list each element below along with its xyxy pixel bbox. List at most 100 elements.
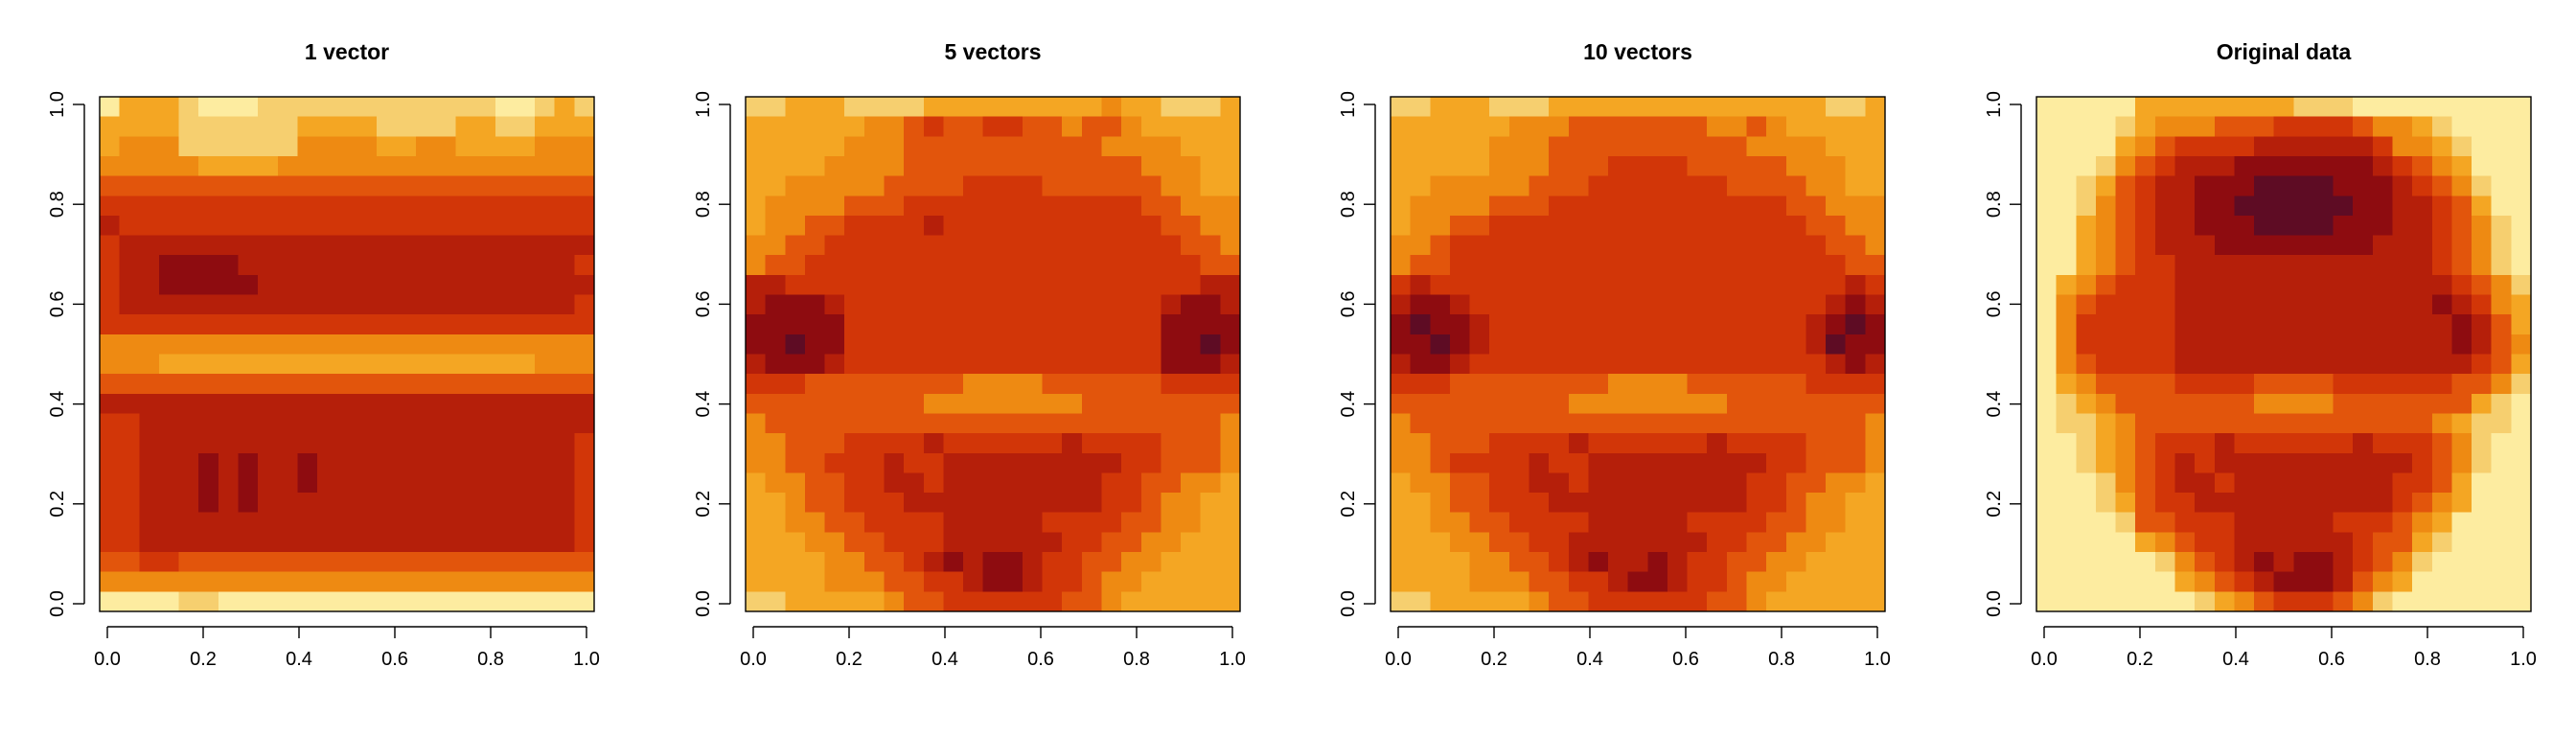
heatmap-cell xyxy=(515,433,536,454)
heatmap-cell xyxy=(1410,591,1431,612)
heatmap-cell xyxy=(336,255,357,276)
heatmap-cell xyxy=(494,512,517,533)
heatmap-cell xyxy=(574,452,595,474)
heatmap-cell xyxy=(1469,155,1490,177)
heatmap-cell xyxy=(884,97,905,118)
heatmap-cell xyxy=(139,175,160,196)
heatmap-cell xyxy=(1449,175,1471,196)
heatmap-cell xyxy=(1181,255,1202,276)
heatmap-cell xyxy=(1449,512,1471,533)
heatmap-cell xyxy=(1200,472,1221,494)
heatmap-cell xyxy=(119,571,140,592)
heatmap-cell xyxy=(515,155,536,177)
heatmap-cell xyxy=(2333,255,2354,276)
heatmap-cell xyxy=(2472,235,2493,256)
heatmap-cell xyxy=(1687,493,1708,514)
heatmap-cell xyxy=(1826,155,1847,177)
heatmap-cell xyxy=(2293,433,2314,454)
heatmap-cell xyxy=(844,552,865,573)
heatmap-cell xyxy=(1726,354,1748,375)
heatmap-cell xyxy=(1746,215,1767,237)
heatmap-cell xyxy=(2115,215,2136,237)
heatmap-cell xyxy=(1707,215,1728,237)
heatmap-cell xyxy=(2195,571,2216,592)
heatmap-cell xyxy=(1489,552,1510,573)
heatmap-cell xyxy=(765,552,786,573)
heatmap-cell xyxy=(1220,175,1241,196)
heatmap-cell xyxy=(1785,472,1807,494)
heatmap-cell xyxy=(1181,472,1202,494)
heatmap-cell xyxy=(1707,512,1728,533)
heatmap-cell xyxy=(804,571,826,592)
heatmap-cell xyxy=(1785,433,1807,454)
heatmap-cell xyxy=(2431,255,2453,276)
heatmap-cell xyxy=(2056,294,2077,315)
heatmap-cell xyxy=(2154,175,2176,196)
heatmap-cell xyxy=(2293,552,2314,573)
heatmap-cell xyxy=(765,136,786,157)
heatmap-cell xyxy=(1002,175,1024,196)
heatmap-cell xyxy=(2491,433,2512,454)
heatmap-cell xyxy=(1200,116,1221,137)
heatmap-cell xyxy=(1140,175,1162,196)
heatmap-cell xyxy=(2431,571,2453,592)
heatmap-cell xyxy=(765,354,786,375)
heatmap-cell xyxy=(1826,215,1847,237)
heatmap-cell xyxy=(416,235,437,256)
heatmap-cell xyxy=(317,571,338,592)
heatmap-cell xyxy=(2095,512,2117,533)
heatmap-cell xyxy=(1845,294,1866,315)
heatmap-cell xyxy=(2472,472,2493,494)
heatmap-cell xyxy=(963,196,984,217)
heatmap-cell xyxy=(2214,314,2235,335)
heatmap-cell xyxy=(1200,215,1221,237)
heatmap-cell xyxy=(943,552,964,573)
heatmap-cell xyxy=(1410,235,1431,256)
heatmap-cell xyxy=(2293,235,2314,256)
heatmap-cell xyxy=(1568,433,1589,454)
heatmap-cell xyxy=(2491,452,2512,474)
heatmap-cell xyxy=(119,493,140,514)
heatmap-cell xyxy=(336,215,357,237)
heatmap-cell xyxy=(1766,136,1787,157)
heatmap-cell xyxy=(2174,116,2196,137)
heatmap-cell xyxy=(2234,393,2255,415)
heatmap-cell xyxy=(2095,274,2117,296)
heatmap-cell xyxy=(1826,354,1847,375)
heatmap-cell xyxy=(336,591,357,612)
heatmap-cell xyxy=(1687,155,1708,177)
heatmap-cell xyxy=(1845,512,1866,533)
heatmap-cell xyxy=(119,591,140,612)
heatmap-cell xyxy=(2254,155,2275,177)
heatmap-cell xyxy=(535,116,556,137)
heatmap-cell xyxy=(2372,294,2394,315)
heatmap-cell xyxy=(2036,571,2058,592)
heatmap-cell xyxy=(863,393,886,415)
heatmap-cell xyxy=(1707,294,1728,315)
heatmap-cell xyxy=(2451,591,2472,612)
heatmap-cell xyxy=(2036,235,2058,256)
heatmap-cell xyxy=(2372,512,2394,533)
heatmap-cell xyxy=(1081,472,1103,494)
heatmap-cell xyxy=(455,136,476,157)
heatmap-cell xyxy=(904,274,925,296)
heatmap-cell xyxy=(1588,215,1609,237)
heatmap-cell xyxy=(515,532,536,553)
heatmap-cell xyxy=(2174,175,2196,196)
heatmap-cell xyxy=(1766,155,1787,177)
heatmap-cell xyxy=(1726,314,1748,335)
heatmap-cell xyxy=(1588,136,1609,157)
heatmap-cell xyxy=(1865,532,1886,553)
heatmap-cell xyxy=(218,255,240,276)
heatmap-cell xyxy=(158,472,180,494)
heatmap-cell xyxy=(1726,393,1748,415)
heatmap-cell xyxy=(2135,413,2156,434)
heatmap-cell xyxy=(1022,413,1044,434)
heatmap-cell xyxy=(2174,512,2196,533)
heatmap-cell xyxy=(1121,393,1142,415)
heatmap-cell xyxy=(1161,374,1182,395)
heatmap-cell xyxy=(2412,97,2433,118)
heatmap-cell xyxy=(2036,215,2058,237)
heatmap-cell xyxy=(2115,334,2136,356)
heatmap-cell xyxy=(1489,215,1510,237)
